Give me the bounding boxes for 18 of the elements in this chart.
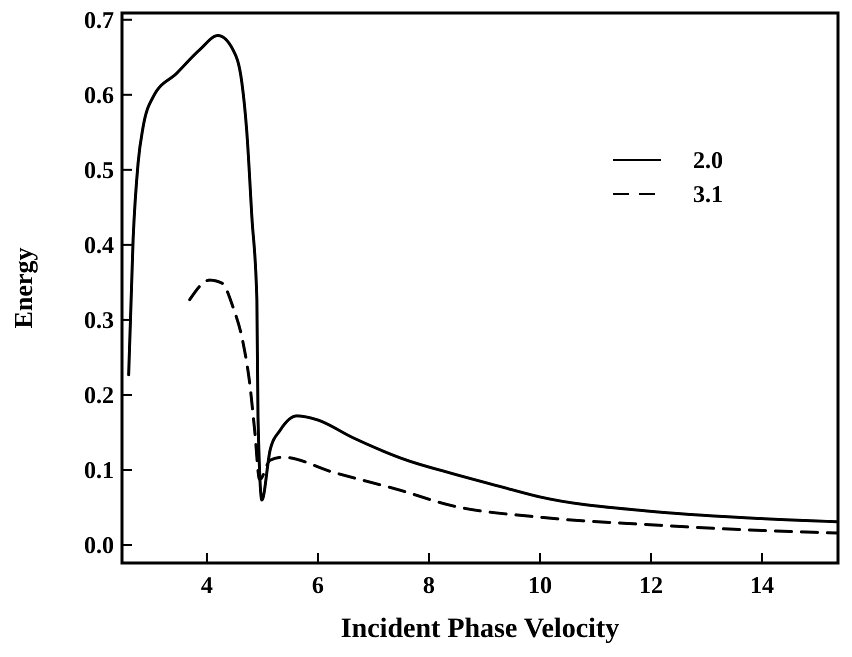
x-tick-label: 8 [422, 573, 435, 599]
y-tick-label: 0.7 [84, 8, 114, 34]
y-tick-label: 0.6 [84, 82, 114, 109]
y-tick-label: 0.3 [84, 308, 114, 334]
x-tick-label: 10 [528, 573, 552, 599]
x-tick-label: 12 [638, 573, 663, 599]
y-tick-label: 0.4 [84, 232, 114, 259]
y-axis-title: Energy [9, 248, 38, 328]
y-tick-label: 0.1 [84, 458, 114, 484]
x-tick-label: 6 [312, 573, 324, 599]
y-tick-label: 0.5 [84, 158, 114, 184]
x-axis-title: Incident Phase Velocity [340, 613, 620, 644]
y-tick-label: 0.0 [84, 532, 114, 559]
legend-label: 3.1 [693, 182, 723, 208]
legend-label: 2.0 [693, 148, 723, 174]
x-tick-label: 4 [200, 573, 213, 599]
y-tick-label: 0.2 [84, 382, 114, 409]
x-tick-label: 14 [750, 573, 774, 599]
